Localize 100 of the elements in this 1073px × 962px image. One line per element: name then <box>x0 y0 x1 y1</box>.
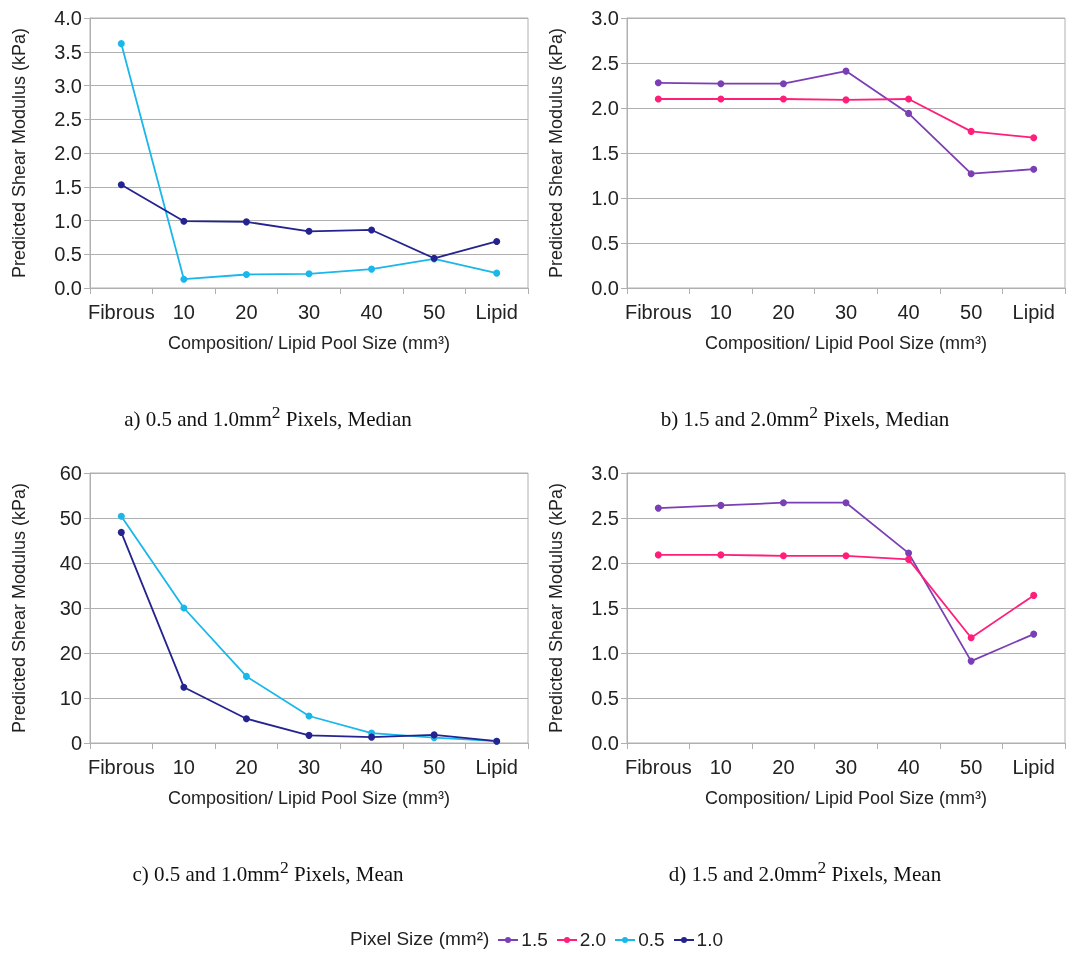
point <box>654 79 662 87</box>
x-tick-label: Fibrous <box>624 301 692 323</box>
legend-label: 1.0 <box>696 929 724 951</box>
point <box>368 226 376 234</box>
point <box>967 127 975 135</box>
point <box>905 549 913 557</box>
point <box>242 672 250 680</box>
y-tick-label: 50 <box>59 507 82 529</box>
point <box>654 504 662 512</box>
y-tick-label: 2.0 <box>591 552 619 574</box>
point <box>905 95 913 103</box>
y-tick-label: 1.5 <box>591 597 619 619</box>
point <box>1030 591 1038 599</box>
y-tick-label: 2.5 <box>591 52 619 74</box>
y-tick-label: 1.0 <box>591 642 619 664</box>
y-tick-label: 0.5 <box>54 243 82 266</box>
point <box>717 501 725 509</box>
point <box>779 95 787 103</box>
y-tick-label: 60 <box>59 462 82 484</box>
y-tick-label: 3.0 <box>54 74 82 97</box>
point <box>493 237 501 245</box>
point <box>180 683 188 691</box>
y-tick-label: 40 <box>59 552 82 574</box>
x-tick-label: 10 <box>172 756 195 778</box>
point <box>779 552 787 560</box>
x-tick-label: 50 <box>960 301 983 323</box>
point <box>1030 630 1038 638</box>
y-axis-title: Predicted Shear Modulus (kPa) <box>9 27 29 279</box>
point <box>242 271 250 278</box>
point <box>117 528 125 536</box>
point <box>842 499 850 507</box>
x-tick-label: 40 <box>360 756 383 778</box>
point <box>779 80 787 88</box>
point <box>779 499 787 507</box>
x-tick-label: 50 <box>960 756 983 778</box>
y-tick-label: 0.5 <box>591 232 619 254</box>
y-axis-title: Predicted Shear Modulus (kPa) <box>9 482 29 734</box>
x-tick-label: 40 <box>897 756 920 778</box>
text: d) 1.5 and 2.0mm$^{2}$ Pixels, Mean <box>667 857 943 887</box>
x-axis-title: Composition/ Lipid Pool Size (mm³) <box>704 788 988 808</box>
point <box>242 715 250 723</box>
y-tick-label: 4.0 <box>54 7 82 29</box>
point <box>717 551 725 559</box>
text: a) 0.5 and 1.0mm$^{2}$ Pixels, Median <box>123 402 413 432</box>
point <box>180 217 188 225</box>
y-tick-label: 20 <box>59 642 82 664</box>
y-tick-label: 1.0 <box>591 187 619 209</box>
y-tick-label: 2.0 <box>54 142 82 164</box>
point <box>967 657 975 665</box>
x-axis-title: Composition/ Lipid Pool Size (mm³) <box>704 333 988 353</box>
y-tick-label: 0.0 <box>591 732 619 754</box>
y-tick-label: 2.5 <box>54 108 82 131</box>
point <box>654 95 662 103</box>
y-tick-label: 3.0 <box>591 462 619 484</box>
point <box>305 731 313 739</box>
point <box>905 109 913 117</box>
x-tick-label: 30 <box>297 301 321 323</box>
text: c) 0.5 and 1.0mm$^{2}$ Pixels, Mean <box>131 857 405 887</box>
y-tick-label: 1.5 <box>54 175 82 198</box>
x-tick-label: Fibrous <box>624 756 692 778</box>
y-tick-label: 3.0 <box>591 7 619 29</box>
y-tick-label: 1.5 <box>591 142 619 164</box>
point <box>242 218 250 226</box>
point <box>967 634 975 642</box>
x-tick-label: 10 <box>709 756 732 778</box>
x-tick-label: 20 <box>772 301 795 323</box>
text: b) 1.5 and 2.0mm$^{2}$ Pixels, Median <box>659 402 951 432</box>
x-tick-label: 20 <box>235 301 258 323</box>
x-axis-title: Composition/ Lipid Pool Size (mm³) <box>167 333 451 353</box>
y-tick-label: 2.0 <box>591 97 619 119</box>
point <box>117 181 125 189</box>
point <box>305 270 313 278</box>
point <box>842 552 850 560</box>
y-tick-label: 3.5 <box>54 40 82 63</box>
point <box>305 227 313 235</box>
x-tick-label: Lipid <box>475 301 518 323</box>
x-tick-label: 30 <box>834 756 858 778</box>
x-tick-label: 30 <box>297 756 321 778</box>
legend-label: 0.5 <box>638 929 665 951</box>
point <box>905 555 913 563</box>
x-tick-label: Lipid <box>475 756 518 778</box>
point <box>368 733 376 741</box>
x-tick-label: Fibrous <box>87 301 155 323</box>
x-tick-label: 10 <box>709 301 732 323</box>
y-tick-label: 0 <box>70 732 82 754</box>
legend-label: 1.5 <box>521 929 548 951</box>
y-axis-title: Predicted Shear Modulus (kPa) <box>546 27 566 279</box>
y-tick-label: 0.0 <box>591 277 619 299</box>
y-tick-label: 2.5 <box>591 507 619 529</box>
y-tick-label: 30 <box>59 597 82 619</box>
x-tick-label: 20 <box>235 756 258 778</box>
point <box>1030 165 1038 173</box>
point <box>368 265 376 273</box>
point <box>967 170 975 178</box>
x-tick-label: 40 <box>897 301 920 323</box>
point <box>493 269 501 277</box>
point <box>1030 134 1038 142</box>
point <box>117 512 125 520</box>
x-tick-label: 40 <box>360 301 383 323</box>
point <box>117 40 125 48</box>
